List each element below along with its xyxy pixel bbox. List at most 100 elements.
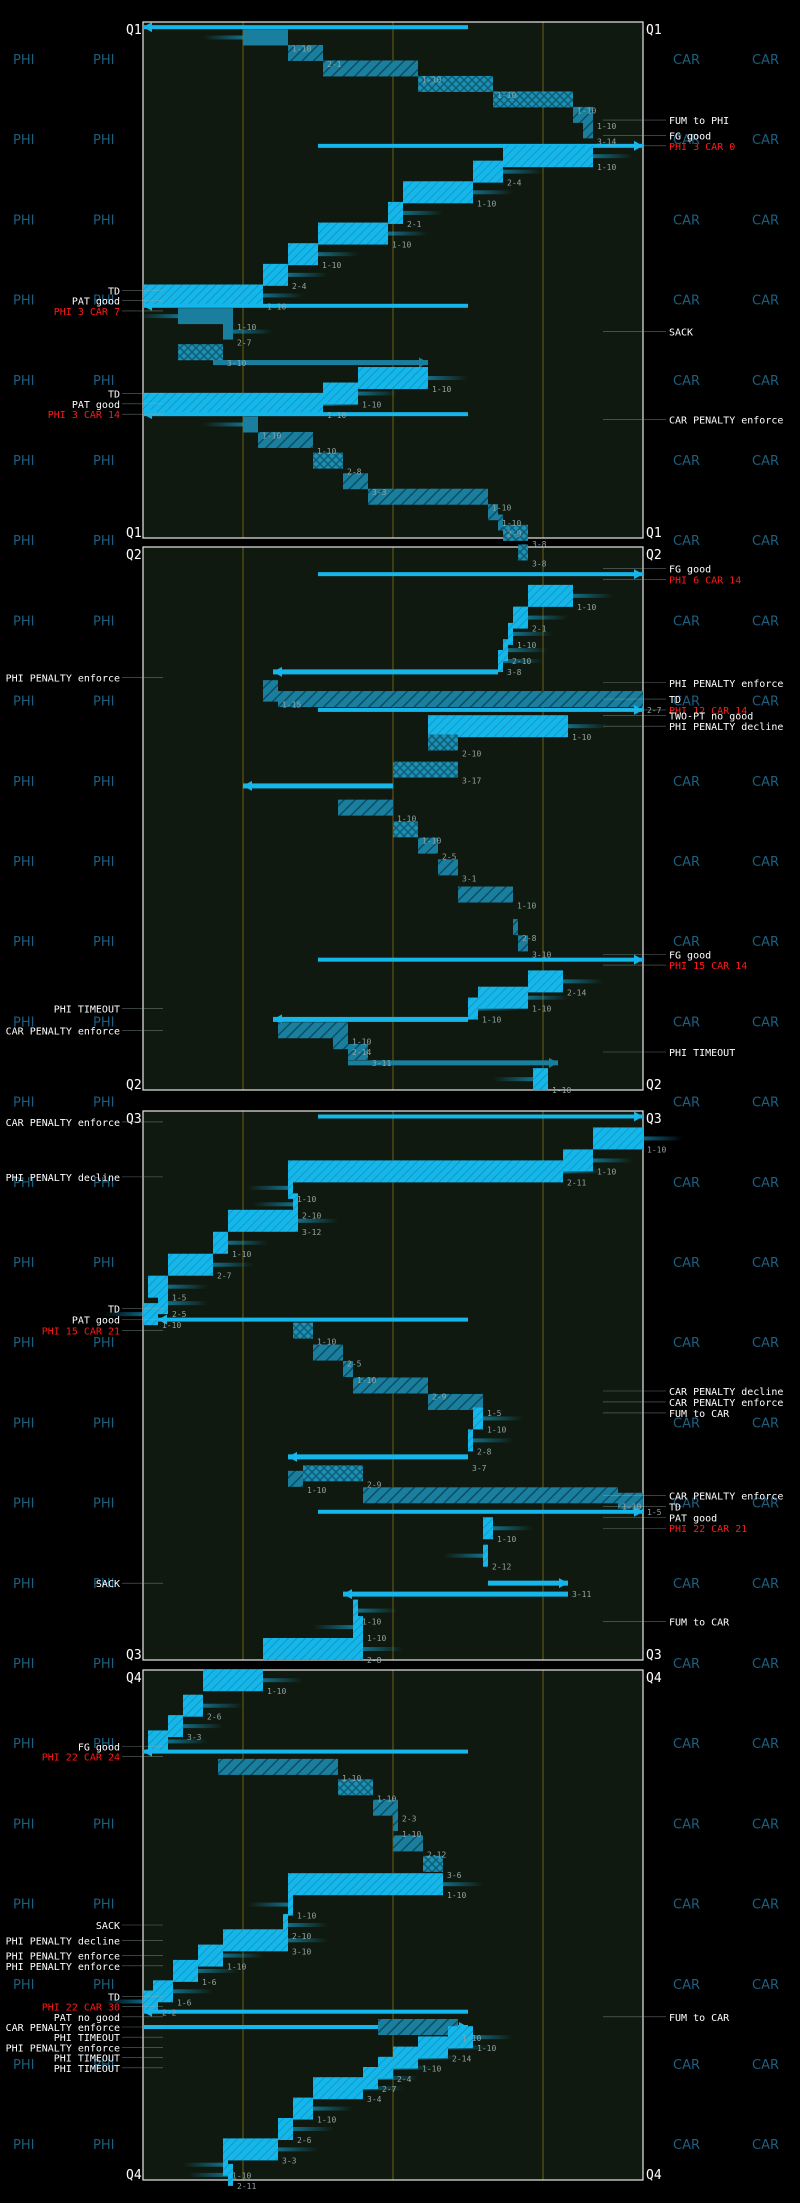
play-Q2-7-arrow — [273, 666, 282, 677]
play-Q3-10 — [158, 1292, 168, 1315]
down-label-Q3-3: 2-11 — [567, 1178, 586, 1187]
play-Q4-15-lead — [223, 1953, 263, 1958]
down-label-Q4-15: 1-10 — [227, 1963, 246, 1972]
watermark-right-18-1: CAR — [752, 1497, 779, 1512]
watermark-right-5-0: CAR — [673, 454, 700, 469]
play-Q2-13 — [428, 734, 458, 751]
down-label-Q3-15: 1-10 — [357, 1376, 376, 1385]
play-Q1-1 — [243, 29, 288, 46]
annotation-Q4-3: PHI PENALTY decline — [6, 1936, 120, 1947]
watermark-right-0-0: CAR — [673, 53, 700, 68]
score-Q2-1: PHI 6 CAR 14 — [669, 576, 741, 587]
play-Q2-24 — [528, 970, 563, 993]
play-Q1-0-arrow — [143, 22, 152, 33]
watermark-left-14-1: PHI — [93, 1176, 114, 1191]
annotation-Q1-4: PAT good — [72, 297, 120, 308]
annotation-Q4-13: PHI TIMEOUT — [54, 2054, 120, 2065]
play-Q3-8 — [168, 1253, 213, 1276]
play-Q3-6 — [228, 1209, 298, 1232]
annotation-Q1-8: PAT good — [72, 400, 120, 411]
play-Q4-10 — [423, 1855, 443, 1872]
play-Q1-23-lead — [358, 391, 398, 396]
play-Q2-26-lead — [478, 1006, 518, 1011]
down-label-Q4-24: 1-10 — [422, 2065, 441, 2074]
play-Q4-22 — [448, 2026, 473, 2049]
play-Q1-27 — [258, 431, 313, 448]
watermark-left-18-0: PHI — [13, 1497, 34, 1512]
score-Q1-5: PHI 3 CAR 7 — [54, 307, 120, 318]
play-Q2-10 — [278, 691, 643, 708]
watermark-left-20-0: PHI — [13, 1657, 34, 1672]
play-Q2-1-arrow — [634, 569, 643, 580]
play-Q3-2-lead — [593, 1158, 633, 1163]
down-label-Q1-18: 1-10 — [237, 323, 256, 332]
down-label-Q2-0: 3-8 — [532, 559, 547, 568]
annotation-Q2-10: PHI TIMEOUT — [54, 1005, 120, 1016]
down-label-Q4-1: 2-6 — [207, 1713, 222, 1722]
watermark-right-25-1: CAR — [752, 2058, 779, 2073]
score-Q1-9: PHI 3 CAR 14 — [48, 410, 120, 421]
play-Q2-22 — [518, 935, 528, 952]
watermark-left-21-0: PHI — [13, 1737, 34, 1752]
play-Q3-7 — [213, 1231, 228, 1254]
play-Q1-7 — [583, 122, 593, 139]
play-Q2-4 — [508, 622, 513, 645]
play-Q3-4 — [288, 1176, 293, 1199]
watermark-left-6-1: PHI — [93, 534, 114, 549]
down-label-Q1-3: 1-10 — [422, 75, 441, 84]
play-Q3-6-lead — [298, 1218, 338, 1223]
play-Q3-0-arrow — [634, 1111, 643, 1122]
watermark-right-8-0: CAR — [673, 695, 700, 710]
play-Q1-23 — [323, 382, 358, 405]
play-Q1-18 — [178, 308, 233, 325]
down-label-Q4-29: 2-6 — [297, 2136, 312, 2145]
play-Q4-14-lead — [288, 1938, 328, 1943]
down-label-Q1-12: 2-1 — [407, 220, 422, 229]
play-Q1-11 — [403, 181, 473, 204]
annotation-Q2-3: PHI PENALTY enforce — [669, 679, 783, 690]
watermark-left-26-0: PHI — [13, 2138, 34, 2153]
play-Q4-0-lead — [263, 1678, 303, 1683]
watermark-left-6-0: PHI — [13, 534, 34, 549]
watermark-left-15-1: PHI — [93, 1256, 114, 1271]
down-label-Q1-19: 2-7 — [237, 339, 252, 348]
play-Q1-9 — [503, 145, 593, 168]
watermark-right-7-1: CAR — [752, 614, 779, 629]
play-Q4-7 — [373, 1799, 398, 1816]
watermark-right-19-1: CAR — [752, 1577, 779, 1592]
play-Q1-12 — [388, 201, 403, 224]
watermark-left-7-1: PHI — [93, 614, 114, 629]
play-Q4-17-lead — [173, 1989, 213, 1994]
play-Q3-26 — [483, 1517, 493, 1540]
watermark-left-17-1: PHI — [93, 1416, 114, 1431]
play-Q2-32-lead — [493, 1077, 533, 1082]
watermark-right-23-0: CAR — [673, 1898, 700, 1913]
down-label-Q1-10: 2-4 — [507, 179, 522, 188]
play-Q1-1-lead — [203, 35, 243, 40]
down-label-Q1-2: 2-1 — [327, 60, 342, 69]
down-label-Q2-5: 2-10 — [512, 657, 531, 666]
watermark-left-26-1: PHI — [93, 2138, 114, 2153]
watermark-right-26-0: CAR — [673, 2138, 700, 2153]
play-Q4-11 — [288, 1873, 443, 1896]
play-Q3-30 — [353, 1599, 358, 1622]
play-Q1-15-lead — [288, 272, 328, 277]
down-label-Q4-17: 1-6 — [177, 1998, 192, 2007]
play-Q1-14-lead — [318, 252, 358, 257]
play-Q4-19 — [143, 2009, 468, 2014]
play-Q4-3-lead — [168, 1739, 208, 1744]
play-Q3-28 — [488, 1580, 568, 1586]
score-Q2-5: PHI 12 CAR 14 — [669, 706, 747, 717]
play-Q2-27 — [273, 1016, 468, 1022]
play-Q4-16 — [173, 1959, 198, 1982]
play-Q1-25 — [143, 412, 468, 417]
down-label-Q3-32: 2-8 — [367, 1656, 382, 1665]
play-Q3-11 — [143, 1303, 158, 1326]
play-Q4-18 — [143, 1990, 158, 2013]
play-Q2-4-lead — [513, 631, 553, 636]
field-layer — [142, 21, 644, 2181]
play-Q1-11-lead — [473, 190, 513, 195]
quarter-label-tl-1: Q2 — [126, 548, 142, 563]
watermark-left-15-0: PHI — [13, 1256, 34, 1271]
